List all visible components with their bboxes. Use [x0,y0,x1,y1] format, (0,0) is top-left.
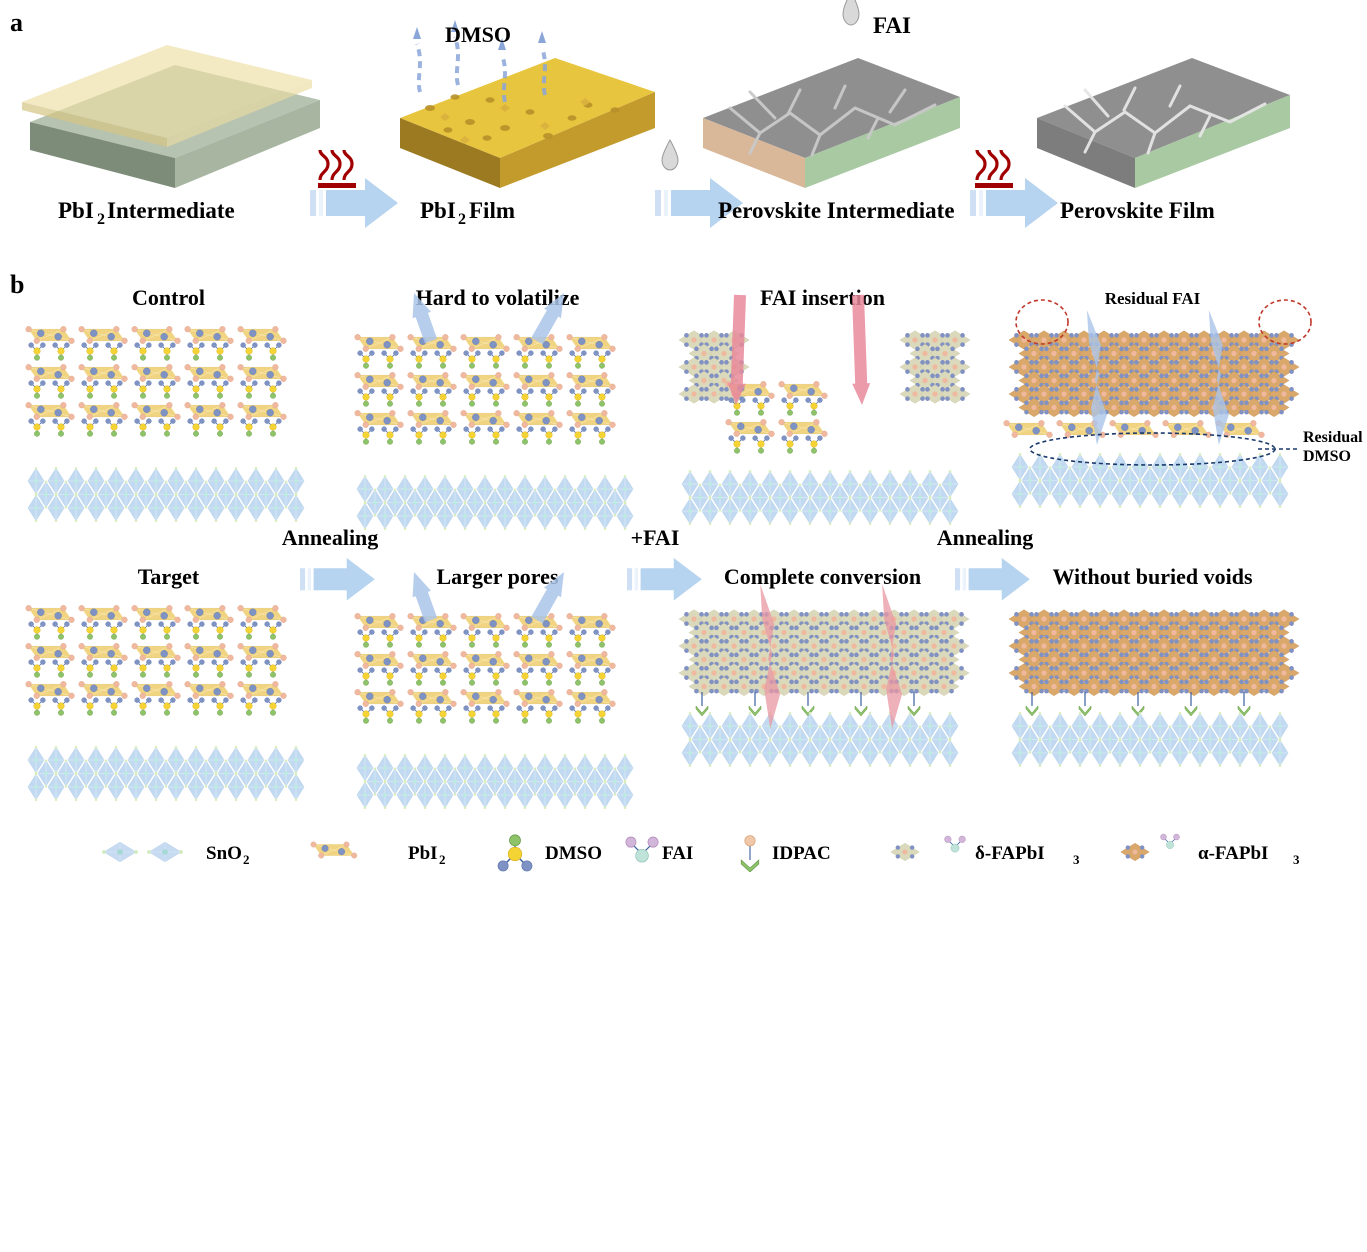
svg-text:Control: Control [132,285,205,310]
svg-text:DMSO: DMSO [1303,448,1351,465]
svg-text:PbI: PbI [408,843,438,864]
svg-text:Complete conversion: Complete conversion [724,564,921,589]
svg-text:Residual FAI: Residual FAI [1105,289,1201,308]
svg-text:DMSO: DMSO [545,843,602,864]
svg-text:Annealing: Annealing [937,525,1034,550]
svg-text:α-FAPbI: α-FAPbI [1198,843,1268,864]
svg-text:2: 2 [243,852,250,867]
svg-text:3: 3 [1293,852,1300,867]
svg-text:3: 3 [1073,852,1080,867]
svg-text:2: 2 [439,852,446,867]
svg-text:FAI: FAI [662,843,693,864]
svg-text:IDPAC: IDPAC [772,843,831,864]
svg-text:δ-FAPbI: δ-FAPbI [975,843,1045,864]
svg-text:SnO: SnO [206,843,242,864]
svg-text:FAI insertion: FAI insertion [760,285,885,310]
svg-text:+FAI: +FAI [631,525,680,550]
svg-text:Without buried voids: Without buried voids [1052,564,1253,589]
svg-text:Target: Target [138,564,200,589]
svg-text:Larger pores: Larger pores [437,564,559,589]
svg-text:Residual: Residual [1303,429,1363,446]
svg-text:Annealing: Annealing [282,525,379,550]
